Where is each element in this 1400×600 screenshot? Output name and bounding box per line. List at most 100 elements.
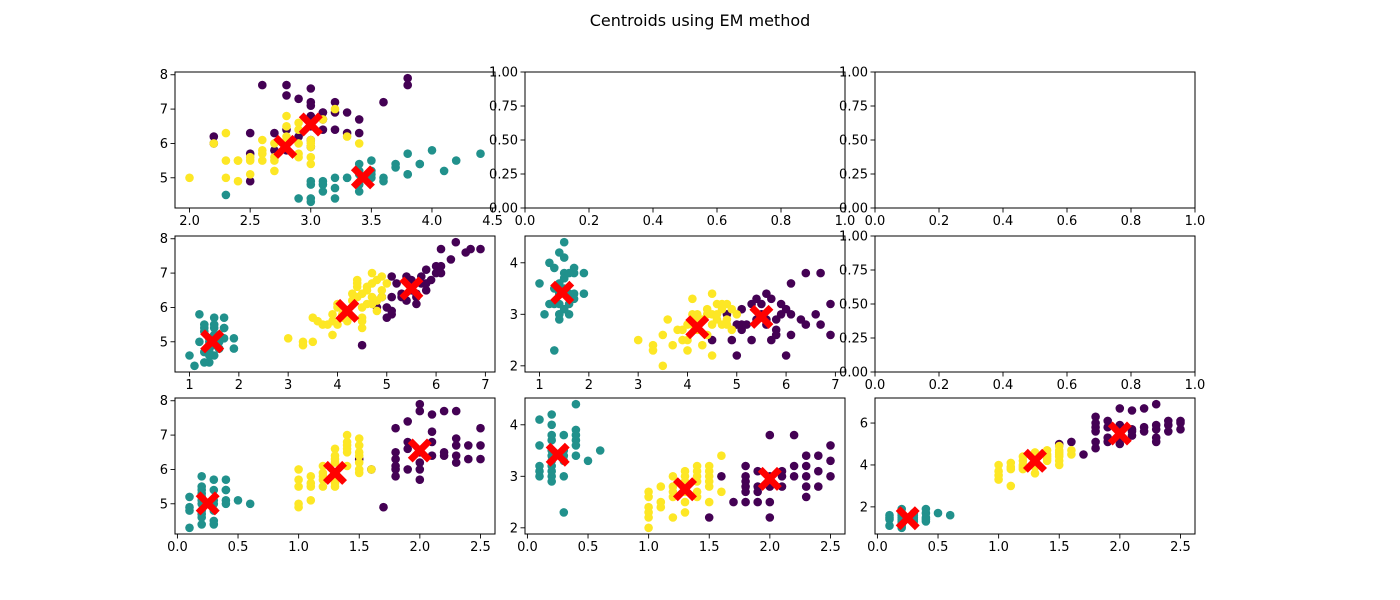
point-cluster_2-5: [306, 496, 316, 505]
x-tick-label: 1.0: [1185, 378, 1206, 393]
point-cluster_1-22: [185, 351, 194, 360]
point-cluster_1-13: [190, 361, 199, 371]
point-cluster_2-27: [367, 465, 376, 474]
y-tick-label: 6: [160, 463, 168, 478]
point-cluster_1-15: [209, 313, 219, 323]
point-cluster_0-14: [403, 73, 413, 83]
point-cluster_0-18: [826, 441, 835, 450]
point-cluster_1-7: [547, 466, 556, 476]
point-cluster_0-23: [753, 497, 762, 507]
point-cluster_1-35: [579, 268, 589, 278]
scatter-points: [535, 237, 835, 371]
point-cluster_0-16: [811, 310, 820, 319]
point-cluster_1-30: [342, 173, 352, 183]
point-cluster_2-0: [633, 335, 643, 345]
point-cluster_0-9: [1115, 404, 1125, 413]
point-cluster_0-28: [1151, 437, 1161, 447]
x-tick-label: 1.0: [1185, 214, 1206, 229]
x-tick-label: 5: [733, 378, 741, 393]
point-cluster_0-19: [816, 268, 825, 278]
axes-frame: [524, 397, 846, 535]
point-cluster_2-7: [233, 156, 243, 165]
point-cluster_1-7: [197, 520, 206, 529]
point-cluster_2-9: [245, 170, 255, 179]
subplot-r1c0: 1 2 3 4 5 6 7 5 6 7 8: [160, 232, 496, 393]
point-cluster_2-33: [372, 306, 382, 316]
point-cluster_0-16: [814, 482, 823, 491]
point-cluster_0-33: [451, 441, 461, 450]
subplot-r0c2: 0.0 0.2 0.4 0.6 0.8 1.0 0.00 0.25 0.50 0.75 1.00: [839, 66, 1205, 230]
point-cluster_0-8: [412, 299, 421, 309]
centroid-marker-2: [399, 276, 424, 301]
point-cluster_2-10: [668, 472, 678, 481]
point-cluster_1-16: [550, 263, 559, 273]
point-cluster_2-27: [717, 451, 726, 461]
point-cluster_0-19: [476, 244, 485, 254]
y-tick-label: 0.50: [839, 134, 868, 149]
point-cluster_2-25: [704, 466, 714, 476]
scatter-points: [185, 237, 485, 371]
point-cluster_2-37: [698, 340, 707, 350]
point-cluster_2-34: [354, 441, 364, 450]
centroid-marker-0: [195, 491, 220, 516]
point-cluster_2-27: [1067, 446, 1076, 455]
point-cluster_1-9: [547, 477, 556, 486]
point-cluster_0-29: [436, 268, 446, 278]
centroid-marker-0: [550, 280, 575, 305]
x-tick-label: 0.0: [865, 214, 886, 229]
point-cluster_1-23: [921, 515, 931, 524]
x-tick-label: 1.0: [835, 214, 856, 229]
point-cluster_0-24: [415, 458, 425, 467]
x-tick-label: 2.5: [1170, 540, 1191, 555]
point-cluster_2-25: [1054, 460, 1064, 470]
point-cluster_2-0: [644, 523, 653, 533]
subplot-r2c2: 0.0 0.5 1.0 1.5 2.0 2.5 2 4 6: [860, 397, 1196, 555]
centroid-marker-2: [350, 165, 375, 190]
point-cluster_0-18: [466, 244, 475, 254]
point-cluster_0-4: [387, 292, 397, 302]
centroid-marker-0: [273, 134, 298, 159]
point-cluster_2-3: [658, 330, 668, 340]
point-cluster_0-4: [403, 417, 413, 426]
y-tick-label: 6: [860, 417, 868, 432]
point-cluster_0-0: [729, 497, 738, 507]
point-cluster_2-2: [298, 340, 308, 350]
figure-title: Centroids using EM method: [590, 11, 811, 30]
point-cluster_1-31: [195, 337, 204, 347]
point-cluster_2-30: [342, 437, 352, 447]
point-cluster_0-26: [801, 451, 811, 461]
x-tick-label: 1.0: [988, 540, 1009, 555]
x-tick-label: 7: [831, 378, 839, 393]
x-tick-label: 4: [333, 378, 341, 393]
point-cluster_0-30: [245, 176, 255, 186]
point-cluster_2-25: [354, 451, 364, 461]
point-cluster_2-9: [328, 310, 337, 319]
subplot-r0c1: 0.0 0.2 0.4 0.6 0.8 1.0 0.00 0.25 0.50 0.75 1.00: [489, 66, 855, 230]
point-cluster_2-14: [330, 444, 340, 454]
scatter-points: [885, 399, 1185, 533]
centroid-marker-2: [407, 438, 432, 463]
point-cluster_2-36: [306, 159, 316, 169]
point-cluster_2-16: [282, 111, 291, 121]
point-cluster_2-10: [328, 330, 337, 340]
point-cluster_2-29: [342, 132, 352, 141]
point-cluster_0-6: [306, 84, 316, 93]
x-tick-label: 0.8: [1121, 378, 1142, 393]
point-cluster_0-17: [826, 456, 835, 466]
point-cluster_1-32: [200, 320, 209, 329]
point-cluster_1-27: [221, 485, 231, 495]
point-cluster_1-32: [318, 180, 328, 189]
point-cluster_2-21: [294, 118, 303, 128]
point-cluster_0-2: [1091, 437, 1100, 447]
point-cluster_2-2: [994, 466, 1003, 476]
point-cluster_0-11: [1127, 406, 1137, 415]
point-cluster_2-29: [1006, 458, 1016, 468]
point-cluster_1-7: [294, 194, 303, 203]
point-cluster_1-29: [547, 410, 556, 419]
point-cluster_0-7: [415, 406, 425, 416]
x-tick-label: 0.2: [929, 378, 950, 393]
point-cluster_2-3: [221, 173, 231, 183]
point-cluster_0-20: [801, 268, 811, 278]
point-cluster_0-25: [757, 299, 766, 309]
point-cluster_1-32: [545, 299, 554, 309]
